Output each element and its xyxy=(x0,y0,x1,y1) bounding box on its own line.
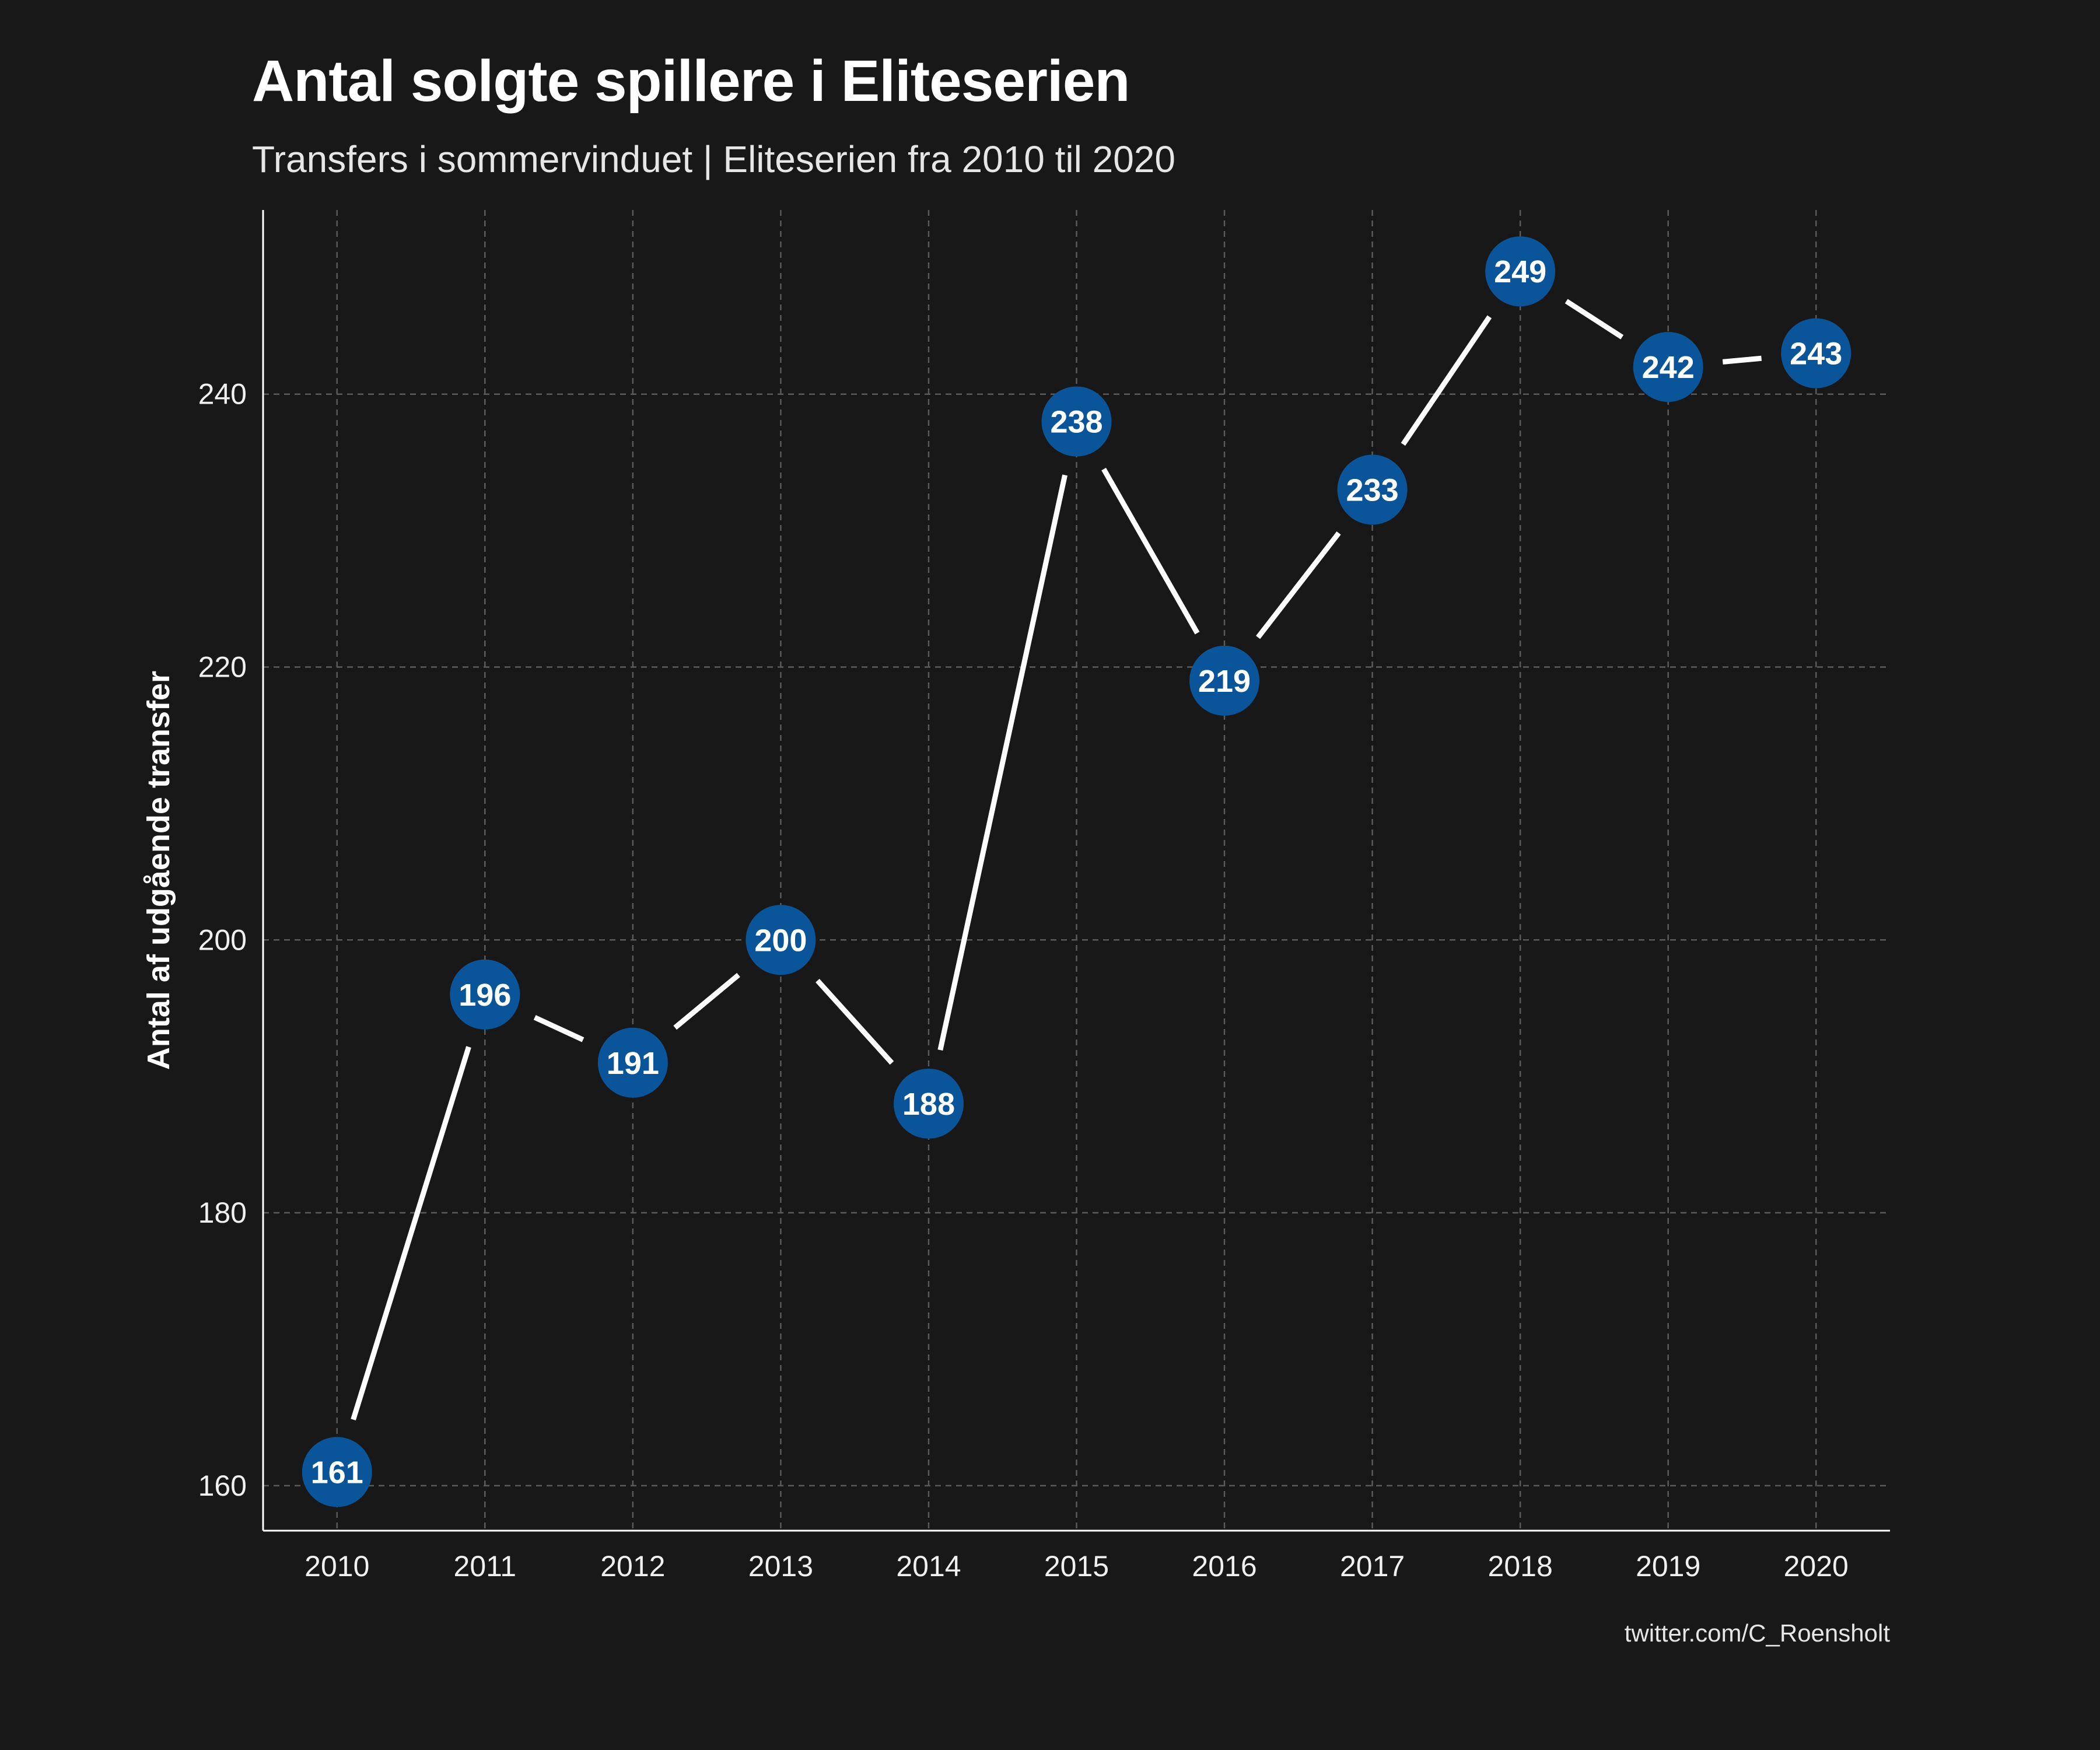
data-point xyxy=(1781,318,1852,388)
data-label: 188 xyxy=(902,1087,955,1122)
line-segment xyxy=(1564,299,1624,340)
line-segment xyxy=(1722,355,1762,365)
data-point xyxy=(450,959,520,1030)
chart-title: Antal solgte spillere i Eliteserien xyxy=(252,48,1130,114)
data-point xyxy=(1041,386,1112,457)
x-tick-label: 2019 xyxy=(1636,1550,1700,1583)
data-label: 161 xyxy=(311,1455,363,1490)
y-tick-label: 240 xyxy=(198,378,247,411)
data-label: 200 xyxy=(754,923,807,958)
y-tick-label: 200 xyxy=(198,923,247,956)
line-segment xyxy=(816,979,894,1065)
data-label: 233 xyxy=(1346,473,1399,508)
x-tick-label: 2017 xyxy=(1340,1550,1405,1583)
line-segment xyxy=(1256,531,1341,639)
y-tick-label: 220 xyxy=(198,651,247,684)
data-label: 243 xyxy=(1790,337,1842,372)
data-point xyxy=(1633,331,1703,402)
data-point xyxy=(1189,645,1260,716)
data-point xyxy=(302,1437,372,1507)
y-tick-label: 180 xyxy=(198,1196,247,1229)
data-label: 242 xyxy=(1642,350,1695,385)
data-point xyxy=(1485,236,1556,307)
line-segment xyxy=(937,474,1068,1051)
line-segment xyxy=(351,1046,471,1420)
x-tick-label: 2018 xyxy=(1488,1550,1553,1583)
line-segment xyxy=(533,1015,584,1042)
x-tick-label: 2013 xyxy=(748,1550,813,1583)
x-tick-label: 2010 xyxy=(304,1550,369,1583)
data-label: 238 xyxy=(1050,405,1102,440)
data-point xyxy=(893,1068,964,1139)
x-tick-label: 2020 xyxy=(1784,1550,1849,1583)
data-label: 196 xyxy=(459,978,511,1013)
chart-subtitle: Transfers i sommervinduet | Eliteserien … xyxy=(252,138,1175,180)
data-label: 219 xyxy=(1198,664,1251,699)
axes xyxy=(262,210,1890,1532)
line-segment xyxy=(1401,315,1492,446)
x-tick-label: 2016 xyxy=(1192,1550,1256,1583)
data-point xyxy=(597,1027,668,1098)
line-segment xyxy=(1101,467,1200,635)
x-tick-label: 2015 xyxy=(1044,1550,1109,1583)
x-tick-label: 2012 xyxy=(600,1550,665,1583)
data-points: 161 196 191 200 188 238 219 233 249 242 243 xyxy=(302,236,1852,1507)
data-point xyxy=(1337,454,1408,525)
data-label: 191 xyxy=(607,1046,659,1081)
data-label: 249 xyxy=(1494,254,1546,289)
series-line xyxy=(351,299,1762,1420)
line-segment xyxy=(673,972,740,1030)
chart-caption: twitter.com/C_Roensholt xyxy=(1624,1619,1890,1647)
y-tick-label: 160 xyxy=(198,1469,247,1502)
x-tick-label: 2014 xyxy=(896,1550,961,1583)
x-tick-label: 2011 xyxy=(454,1550,517,1583)
y-axis-label: Antal af udgående transfer xyxy=(141,671,176,1070)
tick-labels: 2010 2011 2012 2013 2014 2015 2016 2017 2018 2019… xyxy=(198,378,1849,1583)
data-point xyxy=(746,905,816,975)
